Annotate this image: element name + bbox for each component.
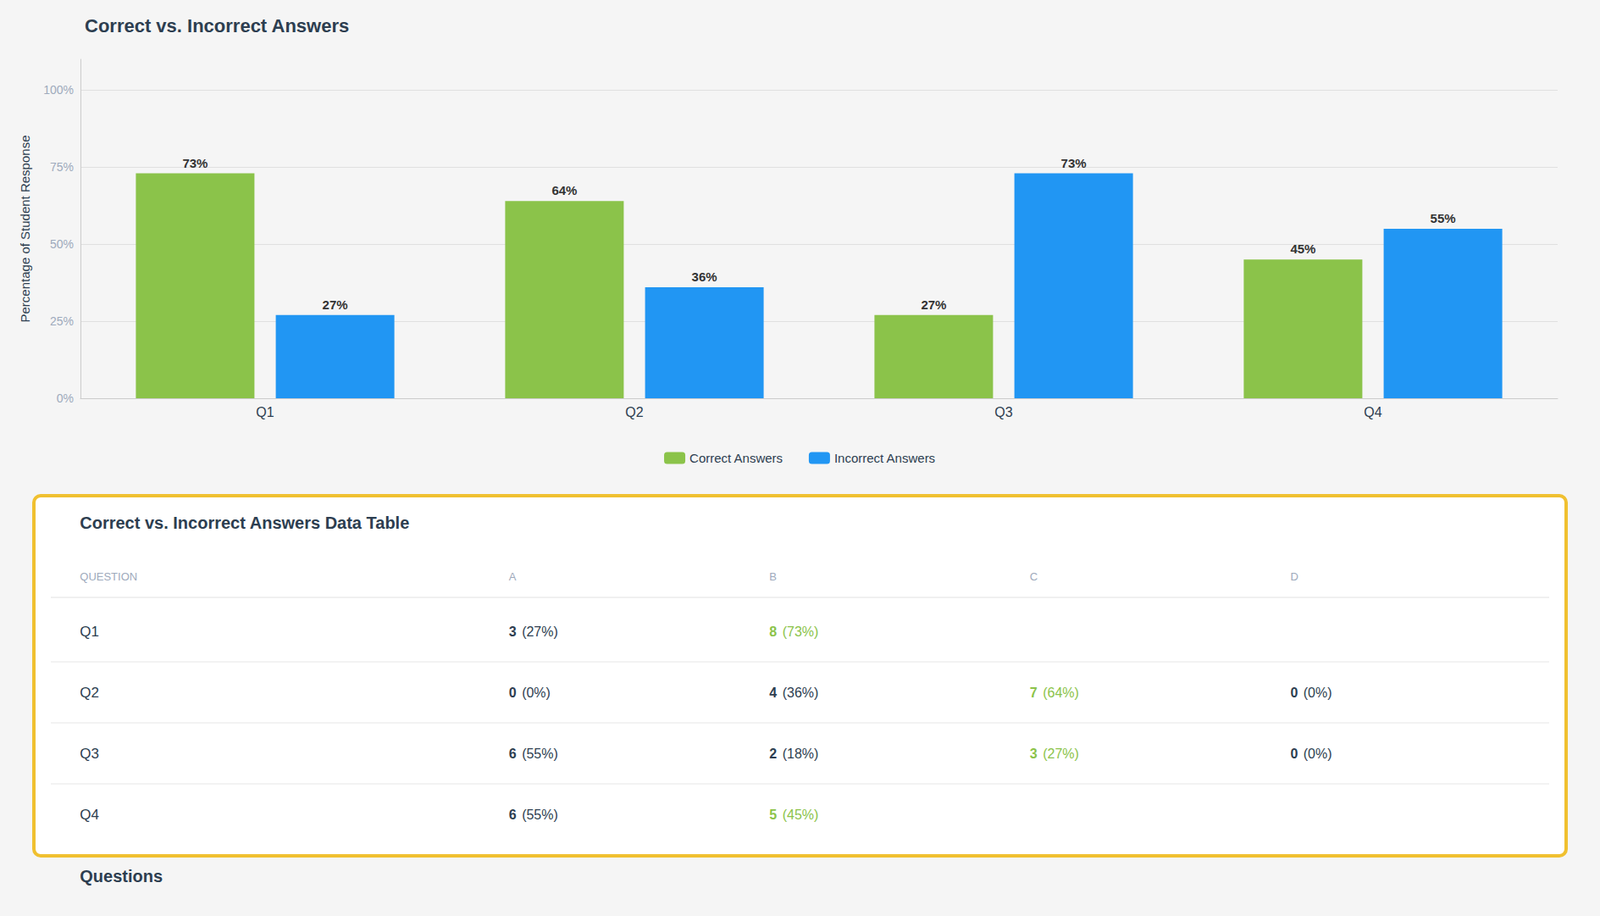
svg-text:(55%): (55%) [521, 807, 559, 822]
svg-text:73%: 73% [182, 155, 208, 171]
svg-text:Q3: Q3 [994, 404, 1013, 420]
svg-text:36%: 36% [692, 269, 718, 284]
svg-text:C: C [1029, 570, 1038, 583]
svg-text:27%: 27% [322, 297, 349, 312]
svg-text:B: B [769, 570, 777, 583]
svg-text:Correct Answers: Correct Answers [689, 450, 783, 466]
svg-text:0: 0 [1289, 746, 1298, 761]
svg-text:(0%): (0%) [1303, 685, 1333, 700]
svg-text:25%: 25% [49, 314, 74, 328]
svg-text:3: 3 [1029, 746, 1038, 761]
svg-text:Q3: Q3 [79, 745, 100, 762]
svg-text:5: 5 [769, 807, 777, 822]
svg-text:Correct vs. Incorrect Answers: Correct vs. Incorrect Answers [84, 15, 349, 37]
svg-text:(73%): (73%) [782, 624, 820, 639]
svg-text:(45%): (45%) [782, 807, 820, 822]
svg-text:2: 2 [769, 746, 777, 761]
svg-text:A: A [509, 570, 517, 583]
svg-text:4: 4 [769, 685, 777, 700]
svg-text:3: 3 [509, 624, 517, 639]
svg-text:0: 0 [509, 685, 517, 700]
svg-text:0%: 0% [56, 391, 74, 405]
svg-text:100%: 100% [43, 83, 74, 97]
svg-text:(0%): (0%) [521, 685, 551, 700]
svg-text:0: 0 [1289, 685, 1298, 700]
svg-text:64%: 64% [551, 182, 577, 198]
svg-text:45%: 45% [1289, 241, 1316, 256]
svg-text:Correct vs. Incorrect Answers: Correct vs. Incorrect Answers Data Table [79, 513, 410, 532]
svg-text:Percentage of Student Response: Percentage of Student Response [17, 135, 33, 323]
svg-text:6: 6 [509, 807, 517, 822]
svg-text:75%: 75% [49, 160, 74, 174]
svg-text:(27%): (27%) [521, 624, 559, 639]
svg-text:8: 8 [769, 624, 777, 639]
svg-text:(55%): (55%) [521, 746, 559, 761]
svg-text:Q1: Q1 [79, 623, 100, 640]
svg-text:Q2: Q2 [79, 684, 100, 701]
svg-text:QUESTION: QUESTION [79, 570, 138, 583]
svg-text:Q1: Q1 [255, 404, 274, 420]
svg-text:7: 7 [1029, 685, 1038, 700]
svg-text:Questions: Questions [79, 866, 163, 886]
svg-text:Incorrect Answers: Incorrect Answers [834, 450, 936, 466]
svg-text:Q4: Q4 [1363, 404, 1382, 420]
svg-text:D: D [1289, 570, 1298, 583]
svg-text:Q2: Q2 [625, 404, 643, 420]
svg-text:6: 6 [509, 746, 517, 761]
svg-text:(18%): (18%) [782, 746, 820, 761]
svg-text:(27%): (27%) [1042, 746, 1080, 761]
svg-text:50%: 50% [49, 237, 74, 251]
svg-text:73%: 73% [1061, 155, 1087, 171]
svg-text:(0%): (0%) [1303, 746, 1333, 761]
svg-text:(36%): (36%) [782, 685, 820, 700]
svg-text:27%: 27% [920, 297, 947, 312]
svg-text:Q4: Q4 [79, 806, 100, 823]
svg-text:(64%): (64%) [1042, 685, 1080, 700]
svg-text:55%: 55% [1430, 210, 1457, 226]
